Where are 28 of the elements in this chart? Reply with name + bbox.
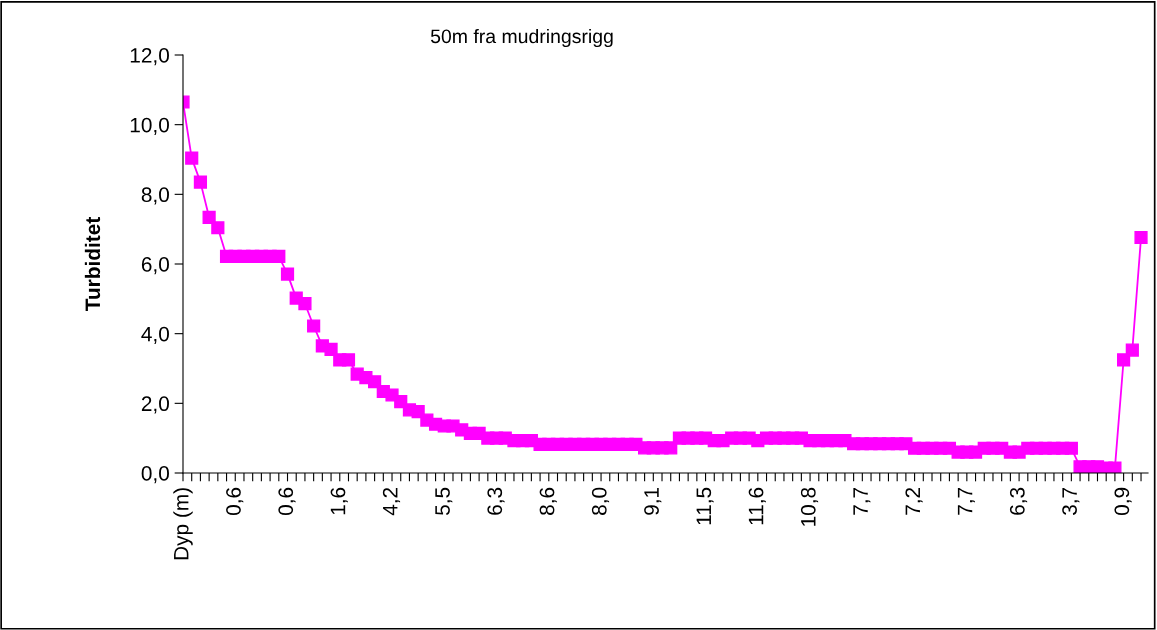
- x-tick-label: 0,6: [226, 487, 244, 516]
- y-tick-label: 10,0: [130, 117, 169, 135]
- x-tick-label: 9,1: [644, 487, 662, 515]
- y-tick-label: 12,0: [130, 48, 169, 66]
- x-tick-label: 0,9: [1114, 487, 1132, 516]
- x-tick-label: 10,8: [800, 487, 819, 526]
- y-axis-title: Turbiditet: [84, 216, 101, 312]
- x-tick-label: 11,6: [748, 487, 766, 525]
- x-tick-label: 1,6: [330, 487, 348, 515]
- x-tick-label: Dyp (m): [173, 488, 193, 560]
- x-tick-label: 3,7: [1062, 487, 1080, 516]
- x-tick-label: 7,7: [853, 487, 871, 515]
- x-tick-label: 6,3: [1009, 487, 1028, 515]
- x-tick-label: 4,2: [382, 487, 401, 516]
- chart-title: 50m fra mudringsrigg: [430, 28, 613, 48]
- x-tick-label: 0,6: [278, 487, 296, 516]
- x-tick-label: 6,3: [487, 487, 505, 515]
- x-tick-label: 7,2: [905, 487, 923, 515]
- y-tick-label: 0,0: [141, 466, 169, 484]
- x-tick-label: 8,6: [539, 487, 557, 515]
- x-tick-label: 8,0: [591, 487, 610, 515]
- y-tick-label: 8,0: [141, 187, 169, 205]
- x-tick-label: 5,5: [435, 487, 453, 516]
- y-tick-label: 6,0: [141, 257, 169, 275]
- x-tick-label: 7,7: [957, 487, 975, 515]
- y-tick-label: 4,0: [141, 326, 169, 344]
- x-tick-label: 11,5: [696, 487, 714, 525]
- y-tick-label: 2,0: [141, 396, 169, 414]
